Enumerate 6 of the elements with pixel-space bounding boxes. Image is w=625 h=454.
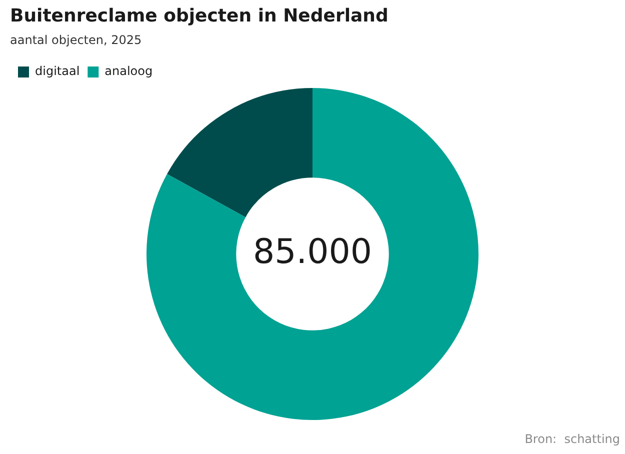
text: 85.000	[253, 232, 372, 272]
chart-title: Buitenreclame objecten in Nederland	[10, 5, 388, 26]
chart-subtitle: aantal objecten, 2025	[10, 32, 142, 47]
legend-label: analoog	[104, 64, 153, 78]
legend-label: digitaal	[35, 64, 80, 78]
text: Bron: schatting	[524, 432, 620, 446]
